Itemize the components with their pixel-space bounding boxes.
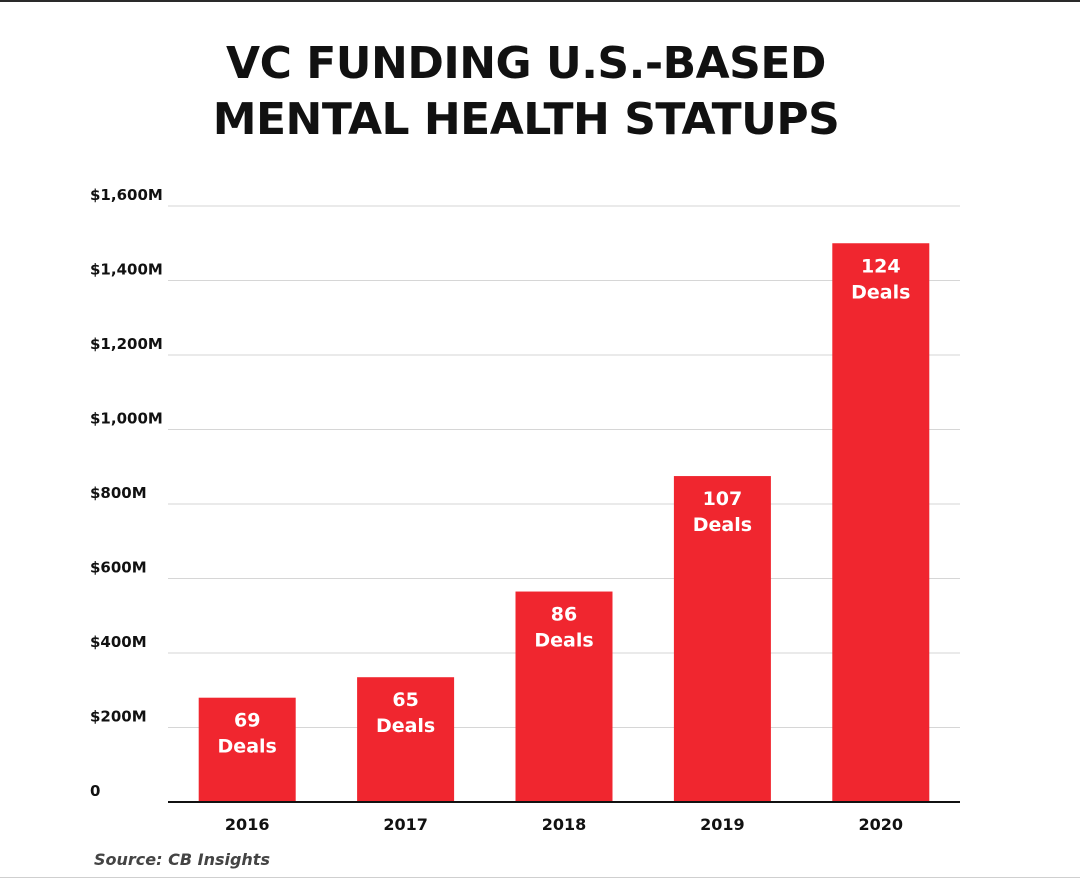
y-tick-label: $400M bbox=[90, 633, 147, 651]
x-tick-label: 2017 bbox=[383, 815, 428, 834]
bar-deal-suffix: Deals bbox=[851, 281, 910, 303]
y-tick-label: $1,600M bbox=[90, 186, 163, 204]
bar-deal-count: 65 bbox=[392, 689, 418, 711]
y-tick-label: $1,200M bbox=[90, 335, 163, 353]
bar-deal-count: 124 bbox=[861, 255, 901, 277]
x-tick-label: 2018 bbox=[542, 815, 587, 834]
bar-deal-suffix: Deals bbox=[693, 514, 752, 536]
bar-deal-count: 107 bbox=[703, 488, 743, 510]
bar-deal-count: 86 bbox=[551, 604, 577, 626]
chart-title: VC FUNDING U.S.-BASED MENTAL HEALTH STAT… bbox=[0, 36, 1052, 148]
bar bbox=[515, 591, 613, 802]
top-border bbox=[0, 0, 1080, 2]
x-tick-label: 2019 bbox=[700, 815, 745, 834]
chart-title-line-1: VC FUNDING U.S.-BASED bbox=[226, 38, 826, 89]
bar-deal-suffix: Deals bbox=[534, 630, 593, 652]
bar bbox=[832, 243, 930, 802]
y-tick-label: $600M bbox=[90, 559, 147, 577]
bar bbox=[357, 677, 455, 802]
bar bbox=[198, 697, 296, 802]
bottom-border bbox=[0, 877, 1080, 878]
x-tick-label: 2020 bbox=[859, 815, 904, 834]
y-tick-label: $800M bbox=[90, 484, 147, 502]
y-tick-label: $1,000M bbox=[90, 410, 163, 428]
bar-deal-count: 69 bbox=[234, 710, 260, 732]
source-note: Source: CB Insights bbox=[94, 850, 270, 869]
bar bbox=[673, 476, 771, 802]
y-tick-label: $1,400M bbox=[90, 261, 163, 279]
bar-deal-suffix: Deals bbox=[376, 715, 435, 737]
x-tick-label: 2016 bbox=[225, 815, 270, 834]
y-tick-label: $200M bbox=[90, 708, 147, 726]
chart-title-line-2: MENTAL HEALTH STATUPS bbox=[212, 94, 840, 145]
bar-deal-suffix: Deals bbox=[218, 736, 277, 758]
y-tick-label: 0 bbox=[90, 782, 100, 800]
